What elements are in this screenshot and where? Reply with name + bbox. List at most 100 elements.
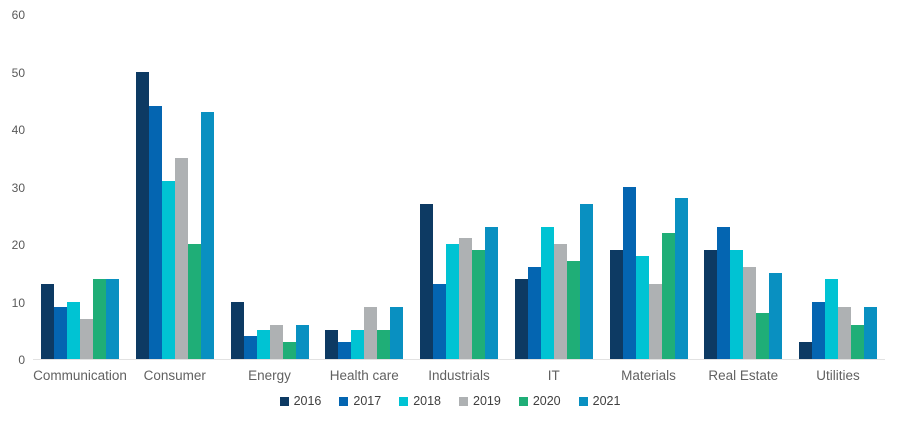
bar-2018	[540, 226, 554, 359]
bar-2017	[433, 284, 446, 359]
bar-2017	[338, 341, 352, 359]
bar-2021	[295, 324, 309, 359]
bar-2016	[514, 278, 528, 359]
legend-label: 2019	[473, 394, 501, 408]
bar-2016	[799, 341, 812, 359]
y-axis-tick-label: 20	[11, 238, 25, 252]
bar-2018	[161, 180, 175, 359]
bar-group-consumer: Consumer	[135, 15, 214, 383]
bar-2018	[635, 255, 649, 359]
legend-item-2016: 2016	[279, 394, 322, 408]
legend-item-2021: 2021	[578, 394, 621, 408]
bar-2020	[756, 313, 770, 359]
bar-2019	[80, 318, 93, 359]
bar-2019	[174, 157, 188, 359]
y-axis-tick-label: 40	[11, 123, 25, 137]
bar-2019	[743, 267, 757, 359]
bar-2016	[704, 249, 718, 359]
bar-group-health-care: Health care	[325, 15, 404, 383]
legend-swatch	[578, 396, 588, 406]
bar-2021	[106, 278, 119, 359]
bar-2016	[609, 249, 623, 359]
bar-2018	[825, 278, 838, 359]
legend-swatch	[459, 396, 468, 406]
bar-2021	[485, 226, 498, 359]
bar-group-industrials: Industrials	[420, 15, 498, 383]
bar-2021	[390, 307, 404, 359]
legend-swatch	[339, 396, 349, 406]
x-axis-label: Utilities	[816, 368, 860, 383]
bar-2019	[364, 307, 378, 359]
bar-2021	[674, 198, 688, 359]
x-axis-label: Real Estate	[708, 368, 779, 383]
y-axis-tick-label: 30	[11, 180, 25, 195]
bar-group-it: IT	[514, 15, 593, 383]
bar-2017	[812, 301, 825, 359]
bar-2019	[838, 307, 851, 359]
bar-group-real-estate: Real Estate	[704, 15, 783, 383]
bar-2020	[472, 249, 485, 359]
bar-2016	[420, 203, 433, 359]
bar-2020	[566, 261, 580, 359]
x-axis-label: IT	[547, 368, 560, 383]
bar-2021	[769, 272, 783, 359]
y-axis-tick-label: 0	[18, 353, 25, 367]
y-axis-tick-label: 50	[11, 65, 25, 80]
bar-2020	[851, 324, 864, 359]
bar-2018	[351, 330, 365, 359]
bar-2018	[730, 249, 744, 359]
bar-2017	[148, 106, 162, 359]
bar-group-materials: Materials	[609, 15, 688, 383]
y-axis-tick-label: 10	[11, 295, 25, 310]
bar-2017	[54, 307, 67, 359]
x-axis-label: Industrials	[428, 368, 490, 383]
legend: 2016 2017 2018 2019 2020 2021	[0, 394, 900, 408]
legend-item-2018: 2018	[399, 394, 441, 408]
legend-label: 2017	[353, 394, 382, 408]
legend-label: 2018	[413, 394, 441, 408]
legend-swatch	[518, 396, 528, 406]
bar-2018	[446, 244, 459, 359]
bar-2021	[200, 111, 214, 359]
bar-2021	[864, 307, 877, 359]
y-axis-tick-label: 60	[11, 8, 25, 22]
plot-area: Communication Consumer Energy Health care In…	[33, 15, 885, 383]
x-axis-label: Materials	[621, 368, 676, 383]
x-axis-label: Communication	[33, 368, 127, 383]
bar-2018	[256, 330, 270, 359]
bar-2017	[717, 226, 731, 359]
legend-label: 2016	[293, 394, 322, 408]
bar-group-utilities: Utilities	[799, 15, 877, 383]
bar-2020	[282, 341, 296, 359]
bar-group-communication: Communication	[33, 15, 127, 383]
bar-2016	[325, 330, 339, 359]
x-axis-label: Health care	[329, 368, 399, 383]
bar-2016	[41, 284, 54, 359]
bar-group-energy: Energy	[230, 15, 309, 383]
bar-2017	[622, 186, 636, 359]
bar-2017	[243, 336, 257, 359]
legend-label: 2021	[592, 394, 621, 408]
bar-2016	[230, 301, 244, 359]
legend-item-2019: 2019	[459, 394, 501, 408]
bar-2017	[527, 267, 541, 359]
bar-2020	[661, 232, 675, 359]
bar-2018	[67, 301, 80, 359]
bar-2019	[269, 324, 283, 359]
legend-item-2017: 2017	[339, 394, 381, 408]
legend-label: 2020	[532, 394, 561, 408]
bar-2020	[93, 278, 106, 359]
legend-swatch	[399, 396, 409, 406]
legend-item-2020: 2020	[518, 394, 561, 408]
bar-2016	[135, 71, 149, 359]
bar-2020	[187, 244, 201, 359]
bar-2019	[459, 238, 472, 359]
x-axis-label: Energy	[248, 368, 291, 383]
x-axis-label: Consumer	[143, 368, 206, 383]
legend-swatch	[279, 396, 289, 406]
bar-2020	[377, 330, 391, 359]
bar-2019	[648, 284, 662, 359]
bar-2019	[553, 244, 567, 359]
bar-2021	[579, 203, 593, 359]
